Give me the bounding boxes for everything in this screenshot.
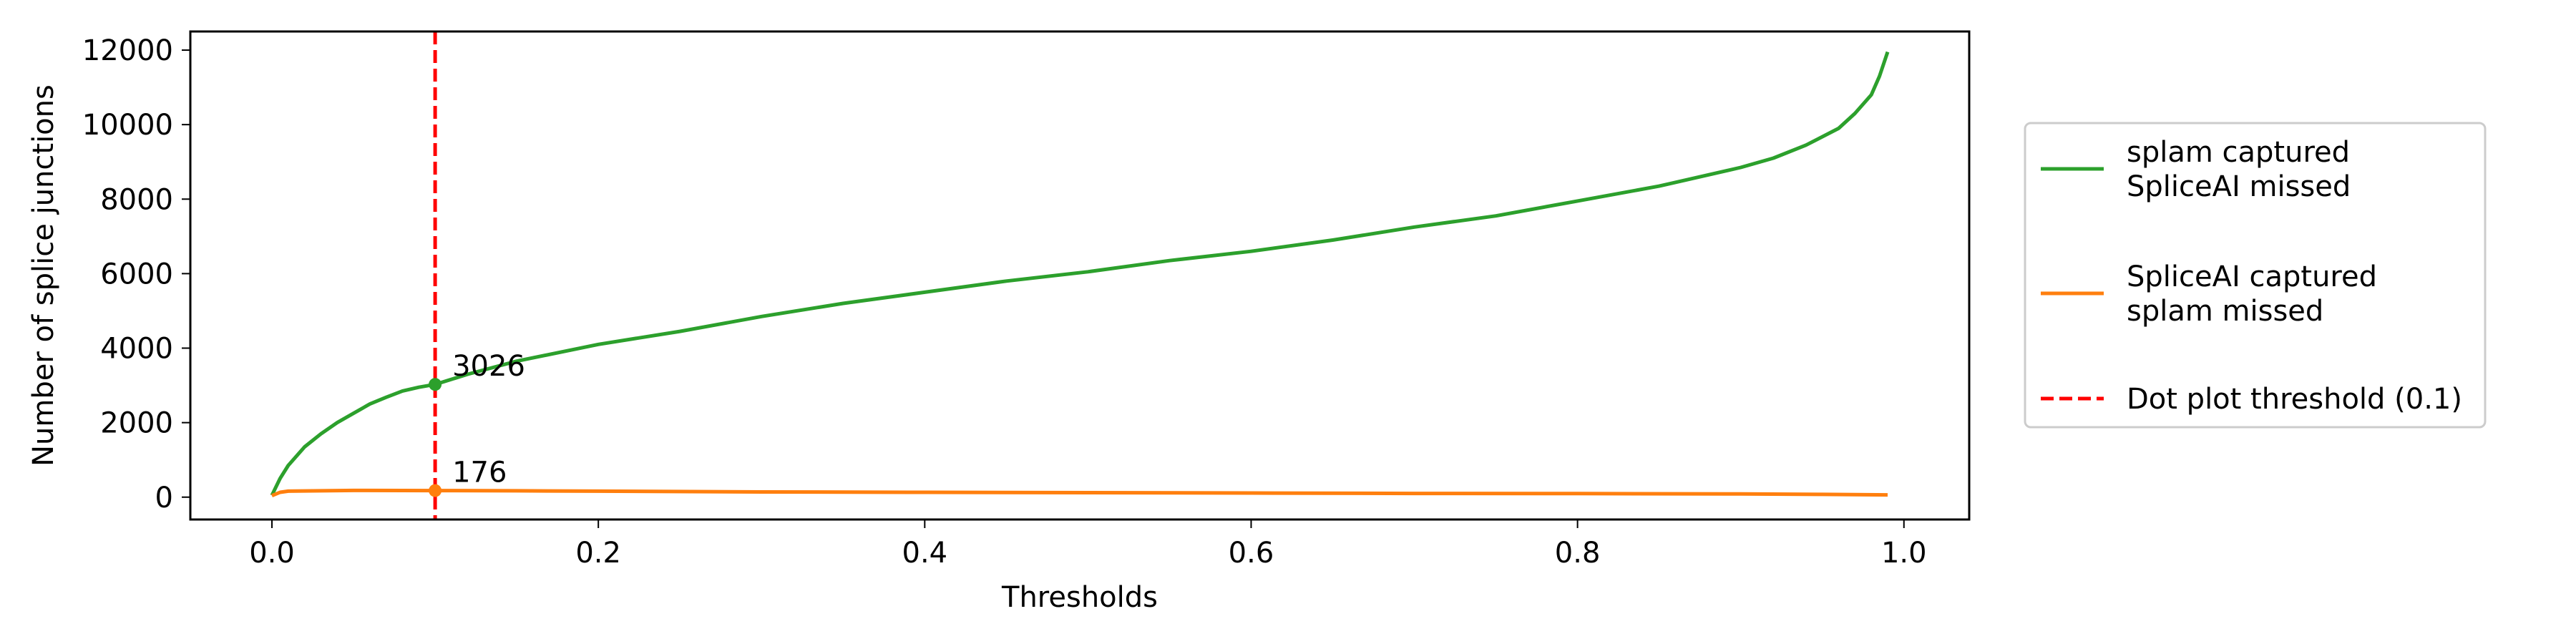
legend-label: SpliceAI captured splam missed bbox=[2127, 260, 2377, 328]
highlight-point bbox=[429, 484, 442, 497]
y-tick-label: 12000 bbox=[82, 34, 173, 67]
highlight-point bbox=[429, 378, 442, 391]
x-tick-label: 0.8 bbox=[1555, 537, 1601, 570]
point-label: 3026 bbox=[452, 350, 525, 383]
legend-box bbox=[2024, 122, 2487, 429]
series-line-1 bbox=[271, 488, 1888, 498]
y-tick-label: 10000 bbox=[82, 109, 173, 142]
point-label: 176 bbox=[452, 457, 507, 489]
y-tick-label: 4000 bbox=[100, 333, 173, 366]
y-axis: 0 2000 4000 6000 8000 10000 12000 bbox=[82, 34, 190, 514]
legend-label: Dot plot threshold (0.1) bbox=[2127, 383, 2462, 416]
x-tick-label: 0.2 bbox=[575, 537, 621, 570]
legend-label: splam captured SpliceAI missed bbox=[2127, 136, 2351, 203]
y-axis-title: Number of splice junctions bbox=[27, 84, 60, 467]
y-tick-label: 6000 bbox=[100, 258, 173, 291]
plot-frame bbox=[189, 30, 1971, 521]
x-tick-label: 0.4 bbox=[902, 537, 948, 570]
y-tick-label: 8000 bbox=[100, 183, 173, 216]
x-tick-label: 1.0 bbox=[1881, 537, 1927, 570]
x-tick-label: 0.0 bbox=[249, 537, 295, 570]
series-line-0 bbox=[270, 51, 1890, 497]
plot-area: 3026 176 bbox=[270, 31, 1890, 519]
x-tick-label: 0.6 bbox=[1229, 537, 1274, 570]
x-axis: 0.0 0.2 0.4 0.6 0.8 1.0 bbox=[249, 519, 1927, 570]
y-tick-label: 0 bbox=[155, 482, 173, 514]
x-axis-title: Thresholds bbox=[1001, 581, 1158, 614]
y-tick-label: 2000 bbox=[100, 407, 173, 440]
legend: splam captured SpliceAI missed SpliceAI ca… bbox=[2024, 122, 2487, 429]
